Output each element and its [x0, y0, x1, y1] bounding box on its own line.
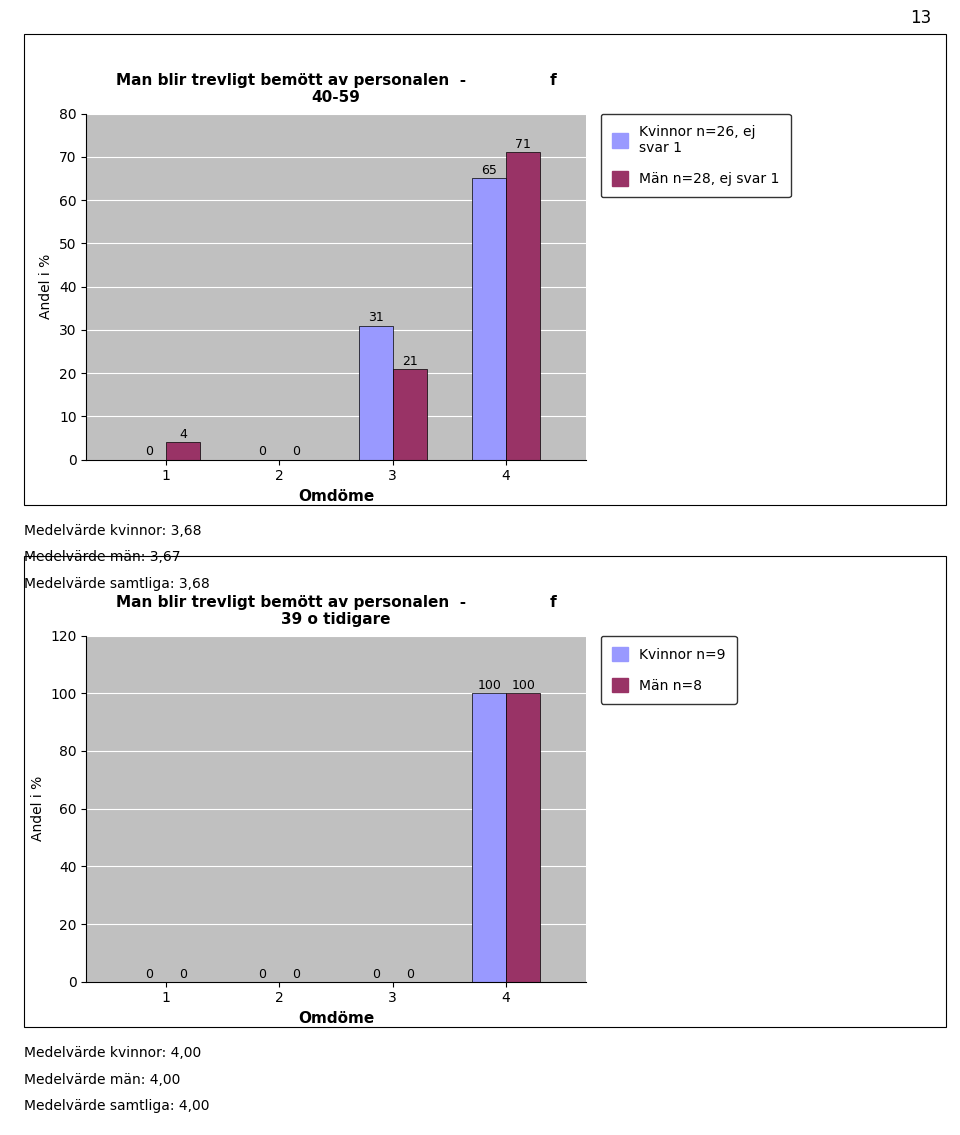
Legend: Kvinnor n=26, ej
svar 1, Män n=28, ej svar 1: Kvinnor n=26, ej svar 1, Män n=28, ej sv… [601, 114, 791, 197]
Text: 100: 100 [512, 680, 535, 692]
Text: 0: 0 [145, 968, 153, 981]
Text: Medelvärde män: 3,67: Medelvärde män: 3,67 [24, 550, 180, 564]
Text: 0: 0 [292, 968, 300, 981]
Text: 0: 0 [145, 445, 153, 459]
X-axis label: Omdöme: Omdöme [298, 489, 374, 504]
Text: 0: 0 [258, 968, 266, 981]
Text: 0: 0 [179, 968, 187, 981]
Text: Medelvärde kvinnor: 4,00: Medelvärde kvinnor: 4,00 [24, 1046, 202, 1060]
Text: 0: 0 [406, 968, 414, 981]
Legend: Kvinnor n=9, Män n=8: Kvinnor n=9, Män n=8 [601, 636, 737, 704]
Text: 21: 21 [402, 354, 418, 368]
Text: 4: 4 [179, 428, 187, 442]
Text: 71: 71 [516, 138, 531, 151]
Bar [472, 178, 506, 460]
Text: 100: 100 [477, 680, 501, 692]
Bar [506, 693, 540, 982]
X-axis label: Omdöme: Omdöme [298, 1011, 374, 1026]
Text: Medelvärde samtliga: 4,00: Medelvärde samtliga: 4,00 [24, 1099, 209, 1112]
Bar [472, 693, 506, 982]
Bar [359, 326, 393, 460]
Text: 0: 0 [292, 445, 300, 459]
Y-axis label: Andel i %: Andel i % [39, 254, 54, 319]
Text: 0: 0 [258, 445, 266, 459]
Text: Medelvärde samtliga: 3,68: Medelvärde samtliga: 3,68 [24, 577, 209, 590]
Bar [506, 152, 540, 460]
Title: Man blir trevligt bemött av personalen  -                f
39 o tidigare: Man blir trevligt bemött av personalen -… [115, 595, 557, 628]
Bar [393, 369, 427, 460]
Text: 0: 0 [372, 968, 380, 981]
Title: Man blir trevligt bemött av personalen  -                f
40-59: Man blir trevligt bemött av personalen -… [115, 73, 557, 106]
Text: 65: 65 [481, 165, 497, 177]
Text: 13: 13 [910, 9, 931, 27]
Text: 31: 31 [368, 311, 384, 325]
Y-axis label: Andel i %: Andel i % [31, 776, 45, 841]
Bar [166, 443, 200, 460]
Text: Medelvärde män: 4,00: Medelvärde män: 4,00 [24, 1073, 180, 1086]
Text: Medelvärde kvinnor: 3,68: Medelvärde kvinnor: 3,68 [24, 524, 202, 538]
